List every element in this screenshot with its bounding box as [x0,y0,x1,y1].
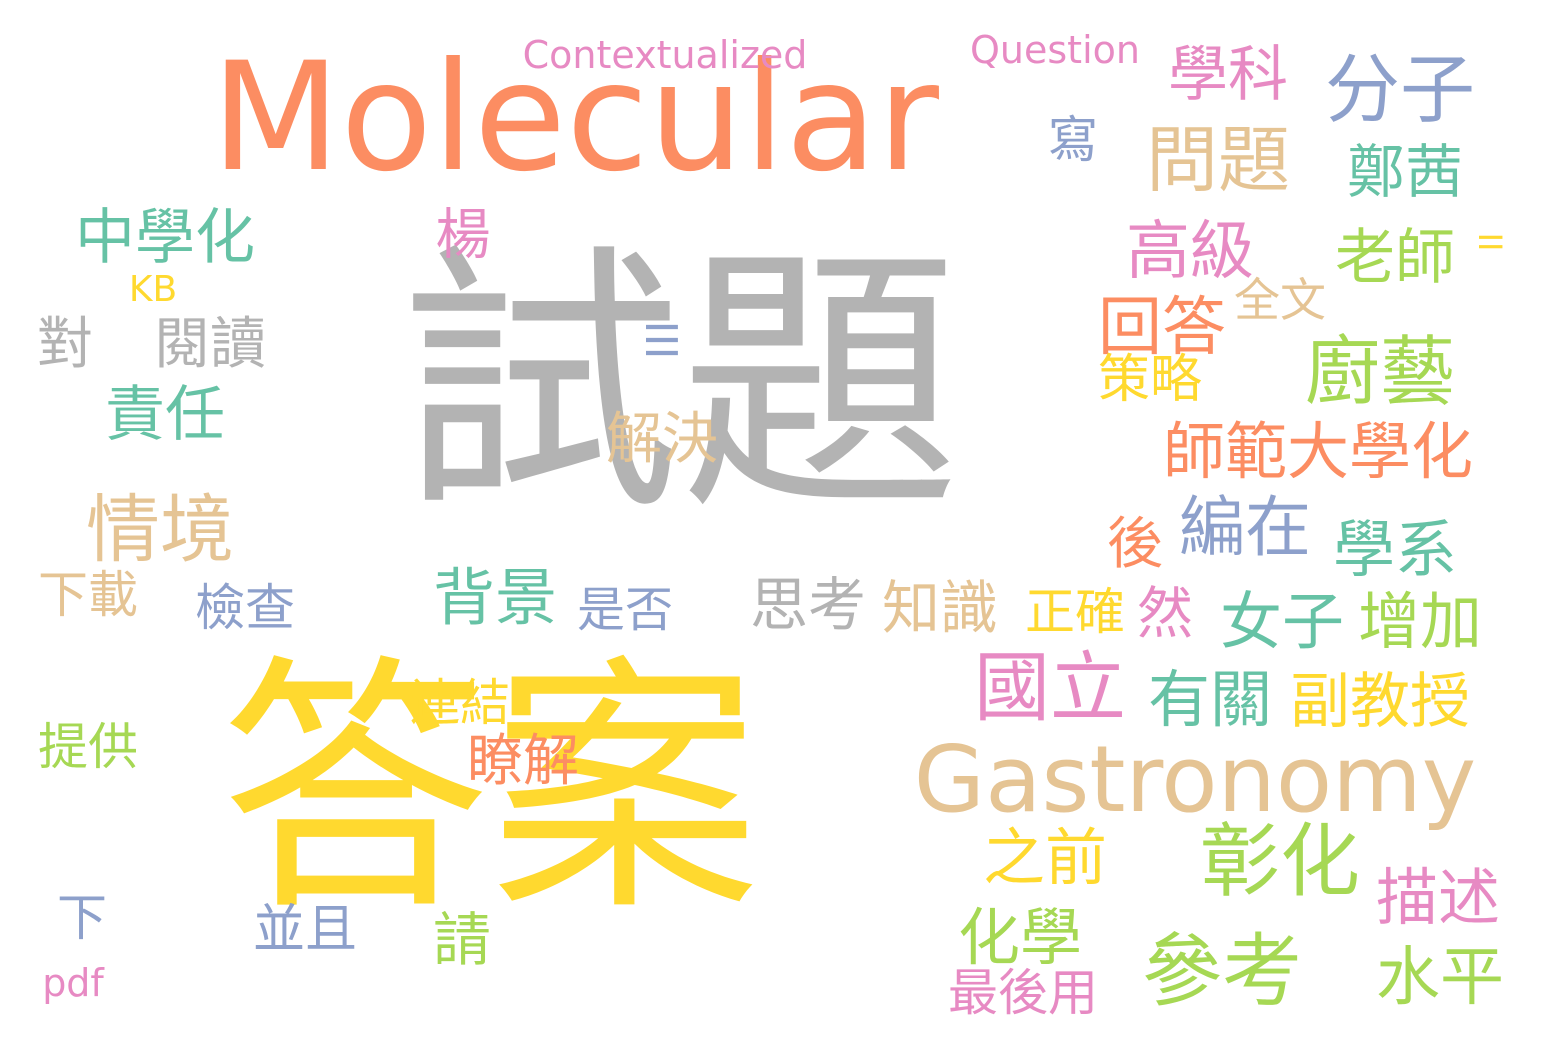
word-46: 瞭解 [467,729,579,794]
word-33: 背景 [432,561,558,634]
word-30: 學系 [1332,513,1458,586]
word-22: 廚藝 [1304,327,1456,416]
word-6: 學科 [1168,40,1288,110]
word-25: 解決 [606,407,718,472]
word-21: III [635,320,686,360]
word-1: 試題 [400,222,960,548]
word-9: 問題 [1145,118,1291,202]
word-55: 水平 [1376,941,1504,1015]
word-34: 是否 [576,582,674,638]
word-0: Molecular [211,31,939,205]
word-36: 知識 [881,574,999,642]
word-49: 描述 [1375,861,1501,934]
word-51: 並且 [252,900,358,960]
word-50: 下 [57,889,107,947]
word-44: 連結 [410,674,510,732]
word-54: 參考 [1142,925,1302,1018]
word-52: 請 [432,906,492,974]
word-47: 之前 [982,821,1108,894]
word-48: 彰化 [1200,815,1360,908]
word-38: 然 [1137,582,1193,647]
word-12: 楊 [435,202,491,267]
word-56: pdf [42,961,104,1005]
word-31: 下載 [38,566,138,624]
word-23: 策略 [1097,350,1203,410]
word-41: 國立 [974,643,1126,732]
word-4: Contextualized [522,33,808,77]
word-40: 增加 [1357,585,1483,658]
word-27: 情境 [86,487,234,573]
word-11: 中學化 [75,203,255,273]
word-17: 全文 [1234,273,1326,327]
word-10: 鄭茜 [1346,138,1464,206]
word-7: 分子 [1324,45,1476,134]
word-42: 有關 [1147,663,1273,736]
word-26: 師範大學化 [1162,415,1474,488]
word-43: 副教授 [1290,667,1470,737]
word-5: Question [970,28,1140,72]
word-19: 對 [37,312,93,377]
word-32: 檢查 [195,579,295,637]
word-35: 思考 [749,571,867,639]
word-28: 編在 [1179,489,1311,566]
word-14: 老師 [1335,223,1455,293]
word-37: 正確 [1025,583,1125,641]
word-20: 閱讀 [154,312,266,377]
word-24: 責任 [105,380,225,450]
word-57: 最後用 [948,964,1098,1022]
word-45: 提供 [38,718,138,776]
word-29: 後 [1107,512,1163,577]
word-18: 回答 [1098,291,1226,365]
word-39: 女子 [1219,585,1345,658]
word-15: II [1471,232,1509,252]
word-13: 高級 [1126,215,1254,289]
word-53: 化學 [957,901,1083,974]
word-2: 答案 [220,632,760,947]
word-8: 寫 [1048,111,1098,169]
word-16: KB [128,269,178,310]
word-3: Gastronomy [913,726,1477,833]
